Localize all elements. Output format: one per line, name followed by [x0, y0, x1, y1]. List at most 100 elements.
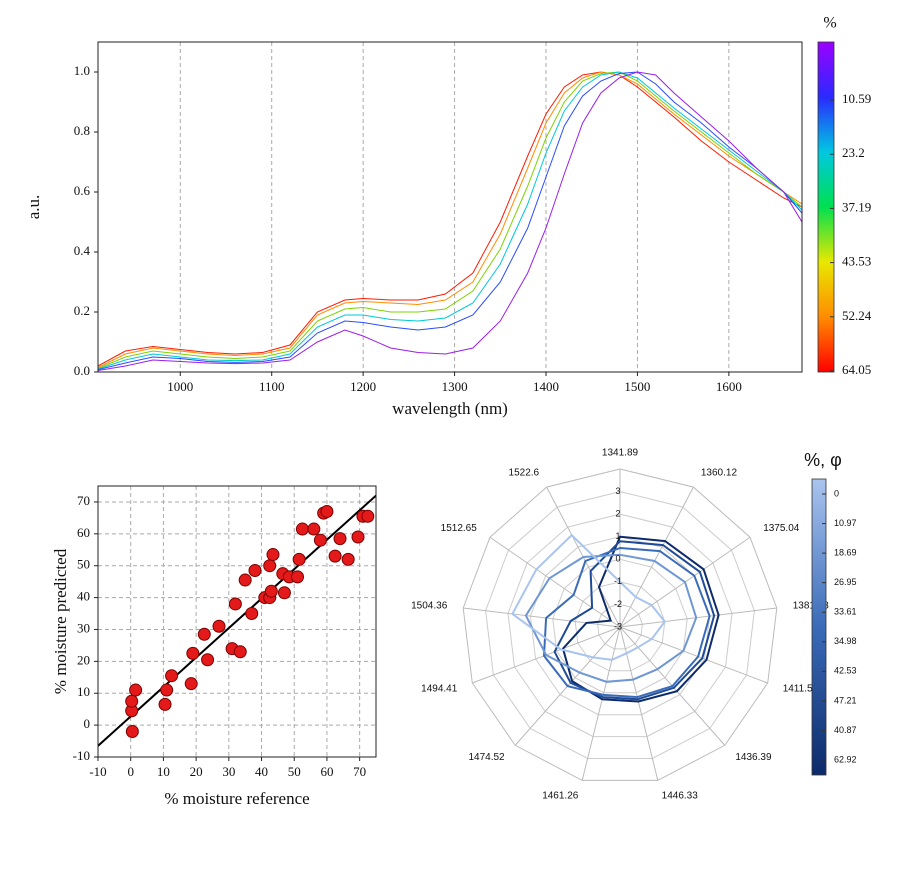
point [248, 563, 262, 577]
radar-series [511, 533, 667, 661]
point [186, 646, 200, 660]
point [291, 570, 305, 584]
radar-category-label: 1360.12 [701, 468, 738, 479]
y-tick-label: 0.0 [74, 363, 90, 378]
radar-category-label: 1411.52 [783, 683, 819, 694]
radar-spoke [619, 626, 768, 684]
colorbar-tick-label: 52.24 [842, 308, 872, 323]
colorbar-tick-label: 33.61 [834, 607, 857, 617]
radar-category-label: 1381.68 [793, 601, 830, 612]
y-tick-label: -10 [73, 748, 90, 763]
y-tick-label: 0.8 [74, 123, 90, 138]
x-tick-label: 1300 [442, 379, 468, 394]
point [295, 522, 309, 536]
point [212, 619, 226, 633]
x-tick-label: 10 [157, 764, 170, 779]
point [160, 683, 174, 697]
x-tick-label: 40 [255, 764, 268, 779]
x-tick-label: 60 [320, 764, 333, 779]
colorbar-tick-label: 10.97 [834, 518, 857, 528]
y-tick-label: 50 [77, 557, 90, 572]
x-tick-label: 20 [190, 764, 203, 779]
colorbar [817, 41, 835, 373]
colorbar-title: % [823, 15, 836, 32]
point [184, 677, 198, 691]
colorbar-tick-label: 42.53 [834, 666, 857, 676]
radar-spoke [619, 486, 694, 628]
point [307, 522, 321, 536]
radar-tick-label: -3 [614, 621, 622, 631]
radar-spoke [619, 607, 777, 628]
colorbar-title: %, φ [804, 450, 842, 470]
y-tick-label: 0 [84, 716, 91, 731]
y-tick-label: 30 [77, 620, 90, 635]
radar-series [524, 553, 698, 683]
point [245, 607, 259, 621]
spectrum-line [98, 71, 802, 371]
colorbar-tick-label: 10.59 [842, 91, 871, 106]
radar-tick-label: 3 [615, 486, 620, 496]
spectrum-line [98, 71, 802, 368]
colorbar-tick-label: 26.95 [834, 577, 857, 587]
y-tick-label: 0.4 [74, 243, 91, 258]
x-tick-label: 0 [127, 764, 134, 779]
point [201, 653, 215, 667]
y-tick-label: 0.2 [74, 303, 90, 318]
colorbar-tick-label: 37.19 [842, 199, 871, 214]
x-tick-label: 1400 [533, 379, 559, 394]
point [333, 532, 347, 546]
radar-spoke [463, 607, 621, 628]
radar-category-label: 1446.33 [662, 791, 699, 802]
point [158, 697, 172, 711]
point [341, 552, 355, 566]
x-tick-label: 1100 [259, 379, 285, 394]
x-tick-label: 70 [353, 764, 366, 779]
x-tick-label: 1200 [350, 379, 376, 394]
point [125, 694, 139, 708]
colorbar-tick-label: 40.87 [834, 725, 857, 735]
x-tick-label: 30 [222, 764, 235, 779]
point [264, 584, 278, 598]
y-tick-label: 60 [77, 525, 90, 540]
radar-tick-label: -1 [614, 576, 622, 586]
radar-spoke [619, 626, 659, 781]
radar-ring [597, 603, 643, 650]
point [277, 586, 291, 600]
colorbar-tick-label: 64.05 [842, 362, 871, 377]
radar-tick-label: -2 [614, 599, 622, 609]
radar-category-label: 1341.89 [602, 448, 639, 459]
point [266, 548, 280, 562]
spectrum-line [98, 71, 802, 369]
x-tick-label: 50 [288, 764, 301, 779]
x-tick-label: -10 [89, 764, 106, 779]
colorbar-tick-label: 62.92 [834, 754, 857, 764]
x-tick-label: 1600 [716, 379, 742, 394]
plot-frame [97, 485, 377, 758]
y-tick-label: 0.6 [74, 183, 91, 198]
radar-series [542, 546, 711, 699]
spectrum-line [98, 71, 802, 367]
colorbar-tick-label: 0 [834, 488, 839, 498]
point [228, 597, 242, 611]
radar-ring [552, 558, 688, 694]
y-tick-label: 70 [77, 493, 90, 508]
radar-category-label: 1474.52 [468, 752, 505, 763]
point [313, 533, 327, 547]
y-tick-label: 10 [77, 684, 90, 699]
x-tick-label: 1000 [167, 379, 193, 394]
radar-series [553, 540, 716, 701]
radar-category-label: 1494.41 [421, 683, 458, 694]
y-axis-label: % moisture predicted [51, 548, 70, 694]
plot-frame [97, 41, 803, 373]
y-tick-label: 40 [77, 589, 90, 604]
radar-category-label: 1375.04 [763, 523, 800, 534]
y-axis-label: a.u. [24, 195, 43, 220]
point [351, 530, 365, 544]
radar-spoke [489, 536, 621, 628]
radar-ring [485, 491, 755, 759]
radar-tick-label: 2 [615, 509, 620, 519]
point [233, 645, 247, 659]
point [197, 627, 211, 641]
radar-spoke [581, 626, 621, 781]
